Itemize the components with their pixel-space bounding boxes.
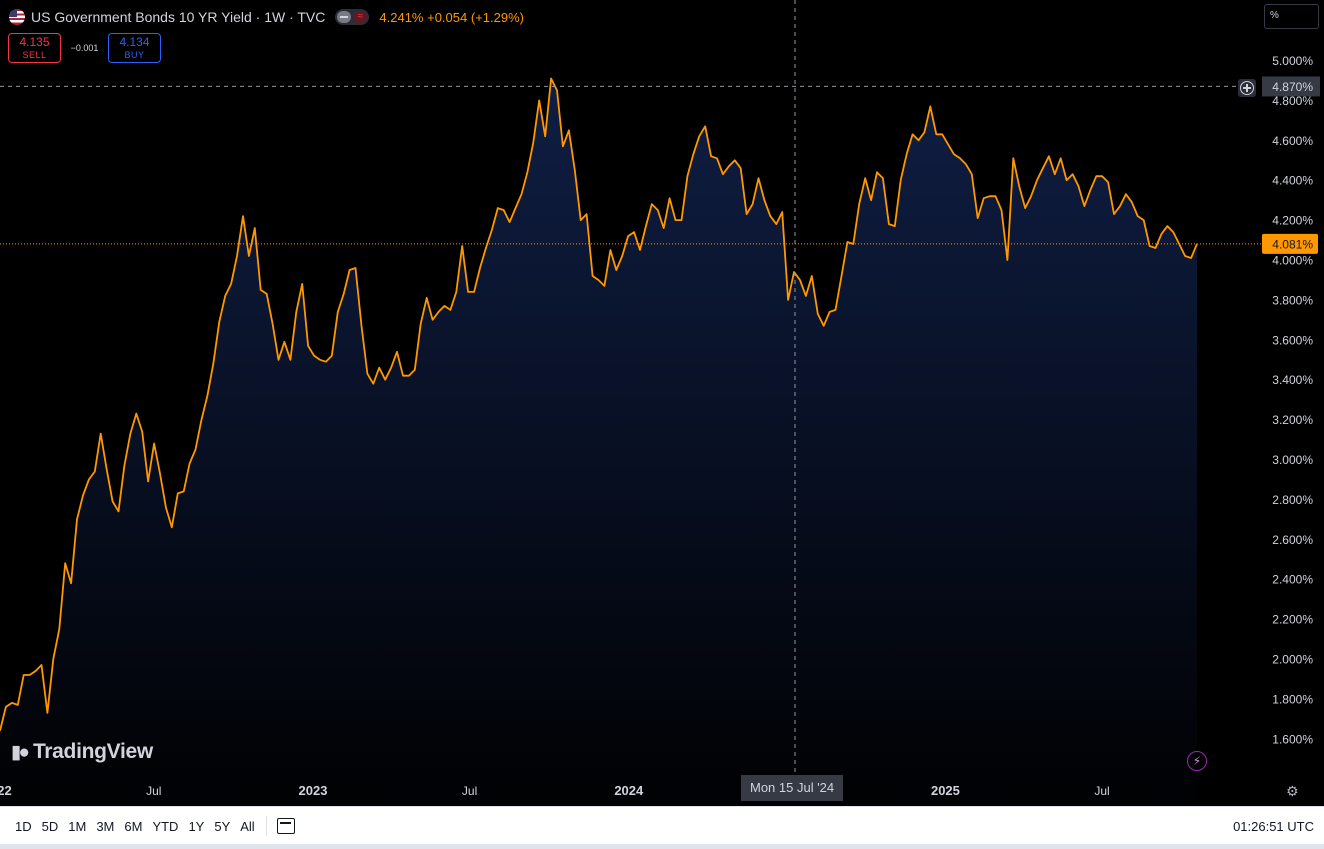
crosshair-date-label: Mon 15 Jul '24: [741, 775, 844, 801]
x-tick-label: 2025: [931, 783, 960, 798]
x-tick-label: 2023: [299, 783, 328, 798]
y-tick-label: 3.600%: [1272, 333, 1313, 347]
y-tick-label: 2.000%: [1272, 653, 1313, 667]
sell-label: SELL: [22, 50, 47, 60]
series-line[interactable]: [0, 77, 1198, 732]
chart-legend: US Government Bonds 10 YR Yield · 1W · T…: [9, 6, 524, 28]
calendar-icon[interactable]: [276, 818, 295, 834]
range-1y-button[interactable]: 1Y: [188, 818, 205, 834]
buy-price: 4.134: [119, 35, 150, 49]
range-all-button[interactable]: All: [240, 818, 255, 834]
tradingview-logo-icon: ▮●: [11, 741, 30, 763]
range-5y-button[interactable]: 5Y: [214, 818, 231, 834]
crosshair-value-label: 4.870%: [1272, 80, 1313, 94]
range-buttons: 1D 5D 1M 3M 6M YTD 1Y 5Y All: [10, 819, 260, 834]
current-price-tag: [1262, 233, 1318, 254]
legend-quote: 4.241% +0.054 (+1.29%): [379, 10, 524, 25]
y-tick-label: 4.000%: [1272, 254, 1313, 268]
lightning-icon[interactable]: ⚡: [1187, 751, 1207, 771]
minus-icon: [337, 11, 352, 23]
y-tick-label: 4.600%: [1272, 134, 1313, 148]
series-area-fill: [0, 78, 1197, 806]
y-tick-label: 5.000%: [1272, 54, 1313, 68]
trade-buttons: 4.135 SELL −0.001 4.134 BUY: [8, 33, 161, 63]
y-tick-label: 1.800%: [1272, 692, 1313, 706]
range-3m-button[interactable]: 3M: [96, 818, 115, 834]
toolbar-divider: [265, 816, 267, 836]
gear-icon[interactable]: ⚙: [1286, 783, 1299, 799]
range-1m-button[interactable]: 1M: [68, 818, 87, 834]
utc-clock[interactable]: 01:26:51 UTC: [1233, 818, 1314, 834]
last-price: 4.241%: [379, 9, 424, 25]
price-chart[interactable]: 1.600% 1.800% 2.000% 2.200% 2.400% 2.600% 2.80…: [0, 0, 1324, 806]
price-change: +0.054: [427, 9, 468, 25]
sell-price: 4.135: [19, 35, 50, 49]
y-tick-label: 4.400%: [1272, 174, 1313, 188]
y-tick-label: 2.800%: [1272, 493, 1313, 507]
logo-text: TradingView: [32, 740, 153, 763]
y-tick-label: 3.400%: [1272, 373, 1313, 387]
bottom-border: [0, 844, 1324, 849]
symbol-title[interactable]: US Government Bonds 10 YR Yield · 1W · T…: [31, 9, 326, 25]
legend-status-pill[interactable]: ≈: [335, 9, 370, 25]
bottom-toolbar: 1D 5D 1M 3M 6M YTD 1Y 5Y All 01:26:51 UT…: [0, 806, 1324, 845]
y-tick-label: 3.000%: [1272, 453, 1313, 467]
crosshair-value-tag: [1262, 76, 1320, 97]
x-tick-label: Jul: [462, 784, 477, 798]
sell-button[interactable]: 4.135 SELL: [8, 33, 61, 63]
buy-label: BUY: [124, 50, 145, 60]
y-tick-label: 2.400%: [1272, 573, 1313, 587]
spread-value: −0.001: [70, 43, 99, 53]
y-tick-label: 3.800%: [1272, 293, 1313, 307]
x-tick-label: Jul: [146, 784, 161, 798]
tradingview-logo[interactable]: ▮● TradingView: [11, 740, 153, 764]
scale-unit-select[interactable]: %: [1264, 4, 1319, 29]
plus-circle-icon: [1240, 81, 1254, 95]
y-tick-label: 1.600%: [1272, 732, 1313, 746]
range-ytd-button[interactable]: YTD: [152, 818, 179, 834]
x-tick-label: 2022: [0, 783, 12, 798]
buy-button[interactable]: 4.134 BUY: [108, 33, 161, 63]
y-tick-label: 2.200%: [1272, 613, 1313, 627]
us-flag-icon: [9, 9, 25, 25]
y-tick-label: 2.600%: [1272, 533, 1313, 547]
range-6m-button[interactable]: 6M: [124, 818, 143, 834]
y-tick-label: 4.200%: [1272, 214, 1313, 228]
delayed-data-icon: ≈: [353, 11, 368, 23]
current-price-label: 4.081%: [1272, 237, 1313, 251]
x-tick-label: Jul: [1094, 784, 1109, 798]
add-alert-button[interactable]: [1238, 79, 1256, 97]
y-tick-label: 4.800%: [1272, 94, 1313, 108]
x-tick-label: 2024: [614, 783, 644, 798]
range-5d-button[interactable]: 5D: [41, 818, 59, 834]
chart-area[interactable]: 1.600% 1.800% 2.000% 2.200% 2.400% 2.600% 2.80…: [0, 0, 1324, 806]
range-1d-button[interactable]: 1D: [15, 818, 32, 834]
price-change-pct: (+1.29%): [470, 9, 524, 25]
y-tick-label: 3.200%: [1272, 413, 1313, 427]
